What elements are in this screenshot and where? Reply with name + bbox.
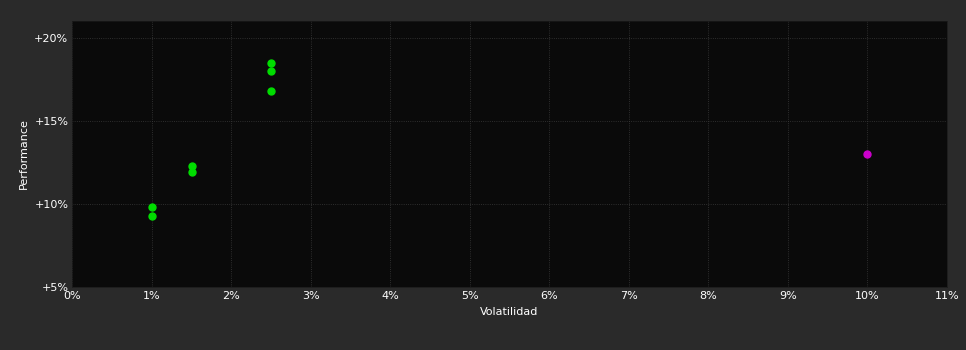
Point — [184, 163, 199, 168]
Point — [264, 68, 279, 74]
Point — [144, 204, 159, 210]
Point — [860, 151, 875, 157]
X-axis label: Volatilidad: Volatilidad — [480, 307, 539, 317]
Point — [264, 88, 279, 93]
Y-axis label: Performance: Performance — [18, 119, 29, 189]
Point — [184, 169, 199, 175]
Point — [264, 60, 279, 65]
Point — [144, 213, 159, 218]
